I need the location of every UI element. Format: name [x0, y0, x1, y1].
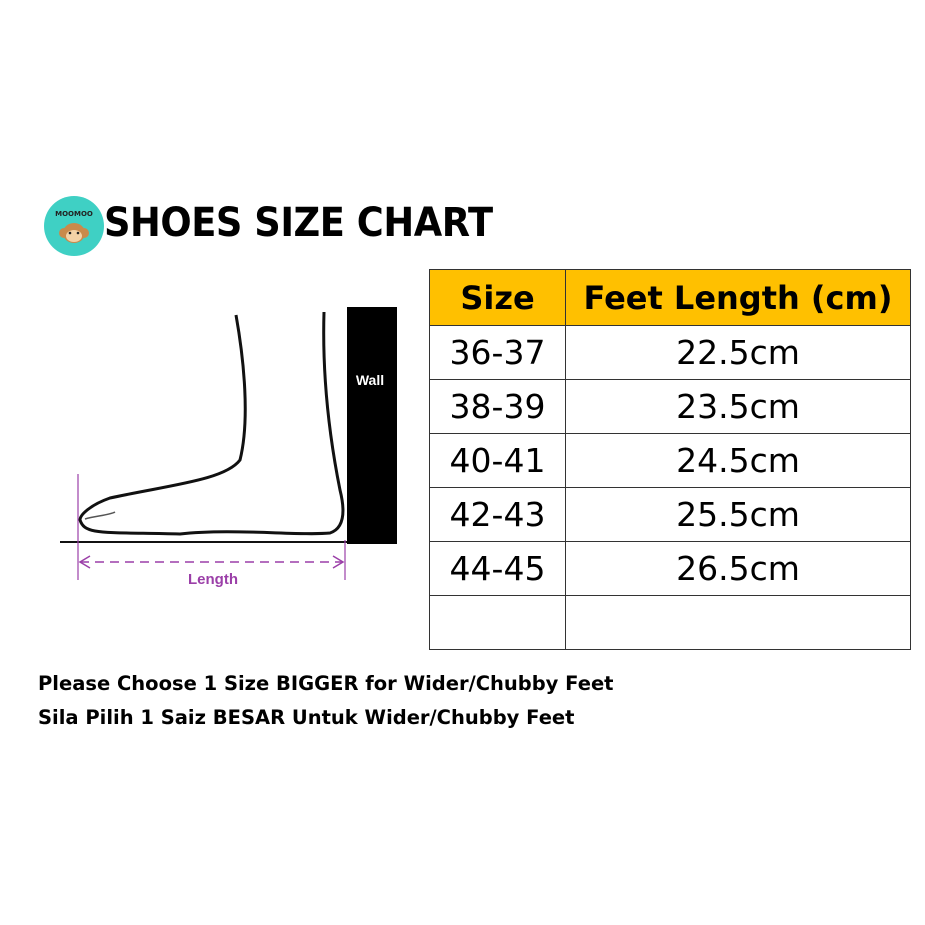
logo-text: MOOMOO — [55, 210, 93, 218]
table-row: 38-39 23.5cm — [429, 379, 911, 434]
table-row-empty — [429, 595, 911, 650]
size-cell — [429, 595, 566, 650]
size-cell: 36-37 — [429, 325, 566, 380]
foot-outline — [78, 311, 345, 536]
size-table: Size Feet Length (cm) 36-37 22.5cm 38-39 2… — [429, 269, 911, 650]
wall — [347, 307, 397, 544]
note-malay: Sila Pilih 1 Saiz BESAR Untuk Wider/Chub… — [38, 706, 575, 729]
size-cell: 44-45 — [429, 541, 566, 596]
brand-logo: MOOMOO — [44, 196, 104, 256]
size-cell: 42-43 — [429, 487, 566, 542]
length-cell: 22.5cm — [565, 325, 911, 380]
table-header-row: Size Feet Length (cm) — [429, 269, 911, 326]
header-feet-length: Feet Length (cm) — [565, 269, 911, 326]
length-cell: 24.5cm — [565, 433, 911, 488]
wall-label: Wall — [356, 372, 384, 388]
note-english: Please Choose 1 Size BIGGER for Wider/Ch… — [38, 672, 614, 695]
table-row: 36-37 22.5cm — [429, 325, 911, 380]
table-row: 42-43 25.5cm — [429, 487, 911, 542]
length-cell: 23.5cm — [565, 379, 911, 434]
length-cell: 26.5cm — [565, 541, 911, 596]
foot-measurement-diagram: Wall Length — [60, 307, 397, 588]
length-cell — [565, 595, 911, 650]
size-cell: 40-41 — [429, 433, 566, 488]
page-title: SHOES SIZE CHART — [104, 200, 493, 246]
header-size: Size — [429, 269, 566, 326]
table-row: 44-45 26.5cm — [429, 541, 911, 596]
length-cell: 25.5cm — [565, 487, 911, 542]
monkey-icon — [59, 223, 89, 243]
size-cell: 38-39 — [429, 379, 566, 434]
table-row: 40-41 24.5cm — [429, 433, 911, 488]
length-label: Length — [188, 571, 238, 588]
